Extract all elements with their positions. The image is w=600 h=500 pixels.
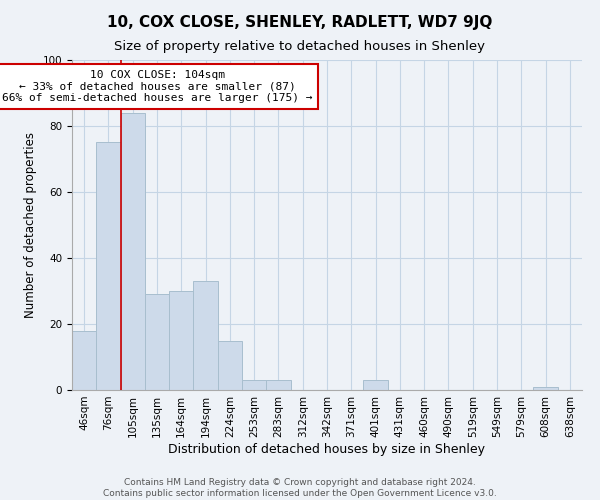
Text: 10 COX CLOSE: 104sqm
← 33% of detached houses are smaller (87)
66% of semi-detac: 10 COX CLOSE: 104sqm ← 33% of detached h… [2,70,312,103]
Bar [193,281,218,390]
Bar [145,294,169,390]
Bar [96,142,121,390]
Bar [121,113,145,390]
Y-axis label: Number of detached properties: Number of detached properties [24,132,37,318]
Text: 10, COX CLOSE, SHENLEY, RADLETT, WD7 9JQ: 10, COX CLOSE, SHENLEY, RADLETT, WD7 9JQ [107,15,493,30]
Bar [364,380,388,390]
Bar [72,330,96,390]
X-axis label: Distribution of detached houses by size in Shenley: Distribution of detached houses by size … [169,442,485,456]
Text: Contains HM Land Registry data © Crown copyright and database right 2024.
Contai: Contains HM Land Registry data © Crown c… [103,478,497,498]
Bar [218,340,242,390]
Bar [533,386,558,390]
Bar [266,380,290,390]
Bar [242,380,266,390]
Bar [169,291,193,390]
Text: Size of property relative to detached houses in Shenley: Size of property relative to detached ho… [115,40,485,53]
